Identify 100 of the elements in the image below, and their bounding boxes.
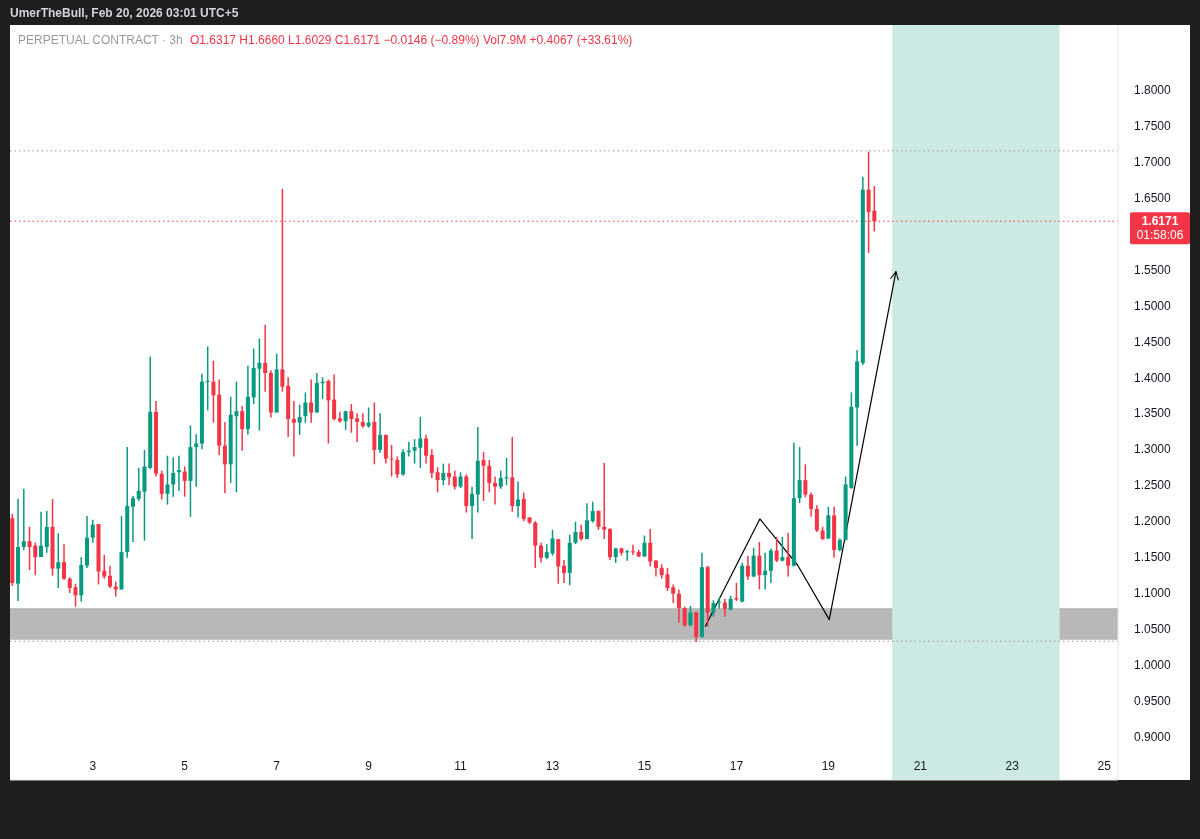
candlestick bbox=[797, 446, 802, 504]
y-tick-label: 1.7500 bbox=[1134, 118, 1172, 133]
candlestick bbox=[337, 411, 342, 424]
candlestick bbox=[389, 444, 394, 478]
y-tick-label: 1.3000 bbox=[1134, 442, 1172, 457]
candlestick bbox=[383, 434, 388, 465]
candlestick bbox=[429, 448, 434, 479]
text: PERPETUAL CONTRACT · 3h bbox=[18, 33, 183, 47]
candlestick bbox=[309, 378, 314, 424]
candlestick bbox=[745, 554, 750, 581]
candlestick bbox=[56, 532, 61, 589]
x-tick-label: 25 bbox=[1097, 759, 1112, 773]
candlestick bbox=[326, 378, 331, 445]
candlestick bbox=[182, 465, 187, 498]
y-tick-label: 1.1000 bbox=[1134, 586, 1172, 601]
candlestick bbox=[355, 412, 360, 443]
candlestick bbox=[102, 554, 107, 580]
ref-line-label: 1.6171 bbox=[1141, 214, 1179, 229]
y-tick-label: 1.7000 bbox=[1134, 154, 1172, 169]
candlestick bbox=[441, 462, 446, 486]
x-tick-label: 3 bbox=[89, 759, 97, 773]
x-tick-label: 15 bbox=[637, 759, 652, 773]
candlestick bbox=[809, 491, 814, 518]
candlestick bbox=[504, 457, 509, 486]
candlestick bbox=[21, 488, 26, 551]
candlestick bbox=[803, 463, 808, 499]
candlestick bbox=[222, 421, 227, 494]
candlestick bbox=[642, 534, 647, 558]
candlestick bbox=[751, 547, 756, 578]
candlestick bbox=[291, 400, 296, 458]
candlestick bbox=[481, 451, 486, 502]
y-tick-label: 1.5000 bbox=[1134, 298, 1172, 313]
candlestick bbox=[516, 480, 521, 519]
candlestick bbox=[757, 541, 762, 591]
candlestick bbox=[521, 491, 526, 522]
y-tick-label: 1.4000 bbox=[1134, 370, 1172, 385]
y-tick-label: 1.2000 bbox=[1134, 514, 1172, 529]
text: UmerTheBull, Feb 20, 2026 03:01 UTC+5 bbox=[10, 6, 239, 20]
y-tick-label: 1.4500 bbox=[1134, 334, 1172, 349]
candlestick bbox=[602, 462, 607, 540]
candlestick bbox=[211, 360, 216, 424]
candlestick bbox=[297, 403, 302, 436]
candlestick bbox=[343, 410, 348, 431]
candlestick bbox=[205, 345, 210, 412]
candlestick bbox=[240, 405, 245, 452]
candlestick bbox=[768, 547, 773, 584]
y-tick-label: 1.0000 bbox=[1134, 658, 1172, 673]
candlestick bbox=[107, 564, 113, 589]
y-tick-label: 1.2500 bbox=[1134, 478, 1172, 493]
candlestick bbox=[717, 597, 722, 610]
x-tick-label: 21 bbox=[913, 759, 928, 773]
candlestick bbox=[648, 528, 653, 568]
candlestick bbox=[165, 454, 170, 506]
x-tick-label: 5 bbox=[181, 759, 189, 773]
candlestick bbox=[360, 412, 365, 429]
candlestick bbox=[676, 588, 681, 624]
y-tick-label: 1.0500 bbox=[1134, 622, 1172, 637]
text: O1.6317 H1.6660 L1.6029 C1.6171 −0.0146 (−0.89%) Vol7.9M +0.4067 (+33.61%) bbox=[190, 33, 633, 47]
candlestick bbox=[786, 531, 791, 578]
candlestick bbox=[62, 543, 67, 581]
candlestick bbox=[596, 509, 601, 531]
candlestick bbox=[487, 459, 492, 494]
y-tick-label: 0.9000 bbox=[1134, 730, 1172, 745]
candlestick bbox=[688, 605, 693, 627]
candlestick bbox=[780, 536, 785, 563]
candlestick bbox=[590, 500, 595, 524]
candlestick bbox=[73, 582, 78, 608]
candlestick bbox=[763, 552, 768, 591]
x-tick-label: 19 bbox=[821, 759, 836, 773]
x-tick-label: 11 bbox=[454, 759, 468, 773]
candlestick bbox=[395, 455, 400, 479]
candlestick bbox=[39, 511, 44, 558]
candlestick bbox=[625, 549, 630, 562]
candlestick bbox=[682, 605, 687, 628]
candlestick bbox=[774, 536, 779, 563]
candlestick bbox=[90, 518, 95, 544]
candlestick bbox=[539, 541, 544, 564]
y-tick-label: 1.5500 bbox=[1134, 262, 1172, 277]
x-tick-label: 17 bbox=[729, 759, 744, 773]
candlestick bbox=[130, 495, 135, 543]
x-tick-label: 13 bbox=[545, 759, 560, 773]
candlestick bbox=[194, 433, 199, 488]
candlestick bbox=[349, 403, 354, 434]
candlestick bbox=[171, 456, 176, 498]
candlestick bbox=[671, 583, 676, 604]
x-tick-label: 23 bbox=[1005, 759, 1020, 773]
x-tick-label: 7 bbox=[273, 759, 281, 773]
candlestick bbox=[584, 502, 589, 540]
text: 01:58:06 bbox=[1136, 228, 1184, 243]
candlestick bbox=[814, 504, 819, 533]
candlestick bbox=[303, 391, 308, 424]
candlestick bbox=[159, 470, 164, 501]
y-tick-label: 1.3500 bbox=[1134, 406, 1172, 421]
y-tick-label: 1.1500 bbox=[1134, 550, 1172, 565]
y-tick-label: 0.9500 bbox=[1134, 694, 1172, 709]
candlestick bbox=[573, 521, 578, 545]
candlestick bbox=[263, 324, 268, 393]
candlestick bbox=[630, 544, 635, 556]
candlestick bbox=[378, 412, 383, 454]
candlestick bbox=[44, 510, 49, 554]
